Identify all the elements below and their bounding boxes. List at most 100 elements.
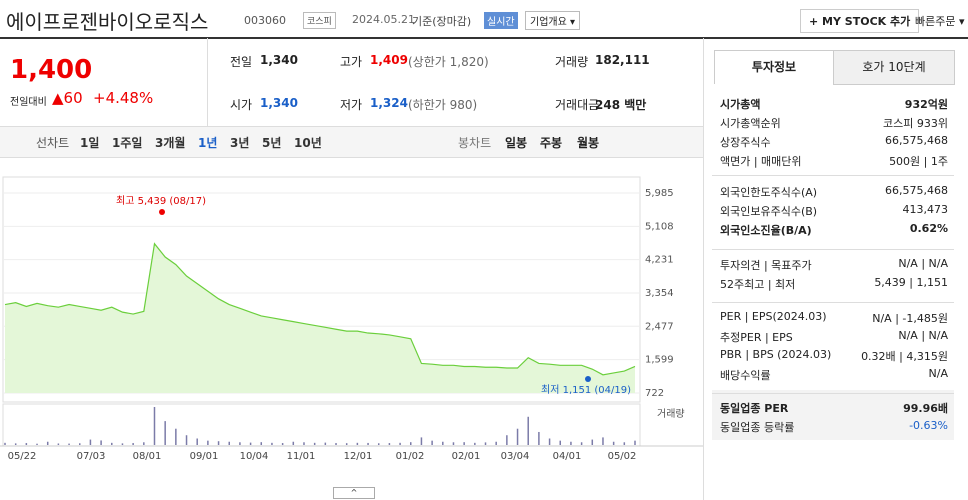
x-tick-label: 07/03 [77, 451, 106, 462]
info-label: PBR | BPS (2024.03) [720, 348, 832, 361]
stat-label: 거래량 [555, 55, 589, 69]
info-label: 배당수익률 [720, 369, 771, 382]
info-value: -0.63% [909, 419, 948, 432]
stat-value: 1,340 [260, 96, 298, 110]
period[interactable]: 10년 [294, 136, 322, 150]
scroll-btn[interactable]: ^ [333, 487, 375, 499]
info-value: 500원 | 1주 [889, 155, 948, 168]
market: 코스피 [303, 12, 336, 29]
info-row: 동일업종 등락률 -0.63% [720, 419, 948, 435]
candle[interactable]: 주봉 [540, 136, 563, 150]
info-label: 52주최고 | 최저 [720, 278, 796, 291]
period[interactable]: 1일 [80, 136, 100, 150]
info-row: 투자의견 | 목표주가 N/A | N/A [720, 257, 948, 273]
low-label: 최저 1,151 (04/19) [541, 384, 631, 396]
stat-value: 248 백만 [595, 98, 647, 112]
candle-chart: 봉차트 [458, 136, 492, 150]
quick[interactable]: 빠른주문 ▾ [915, 15, 965, 28]
x-tick-label: 05/22 [8, 451, 37, 462]
stat-label: 전일 [230, 55, 253, 69]
period[interactable]: 1년 [198, 136, 218, 150]
chart: 5,985 5,108 4,231 3,354 2,477 1,599 722 최고 5,43… [0, 176, 703, 462]
high-dot [159, 209, 165, 215]
info-label: 투자의견 | 목표주가 [720, 259, 812, 272]
info-row: 상장주식수 66,575,468 [720, 134, 948, 150]
divider [0, 37, 968, 39]
x-tick-label: 11/01 [287, 451, 316, 462]
info-label: 시가총액순위 [720, 117, 781, 130]
info-value: N/A | -1,485원 [872, 312, 948, 325]
sep [207, 38, 208, 126]
period[interactable]: 3개월 [155, 136, 186, 150]
stat-value: 1,409 [370, 53, 408, 67]
change: ▲60 [52, 89, 83, 107]
tab[interactable]: 투자정보 [714, 50, 834, 84]
info-label: 액면가 | 매매단위 [720, 155, 802, 168]
period[interactable]: 5년 [262, 136, 282, 150]
period-bar [0, 126, 703, 158]
x-tick-label: 03/04 [501, 451, 530, 462]
row-sep [712, 302, 954, 303]
info-row: 추정PER | EPS N/A | N/A [720, 329, 948, 345]
side [703, 38, 968, 500]
title: 에이프로젠바이오로직스 [6, 10, 209, 34]
rate: +4.48% [93, 89, 154, 107]
info-value: N/A | N/A [898, 257, 948, 270]
row-sep [712, 393, 954, 394]
info-label: 시가총액 [720, 98, 761, 111]
y-tick-label: 4,231 [645, 255, 674, 266]
x-tick-label: 02/01 [452, 451, 481, 462]
stat-value: 1,340 [260, 53, 298, 67]
candle[interactable]: 월봉 [577, 136, 600, 150]
price-line [4, 242, 636, 376]
info-row: 액면가 | 매매단위 500원 | 1주 [720, 153, 948, 169]
info-value: 코스피 933위 [883, 117, 948, 130]
basis: 기준(장마감) [412, 15, 472, 28]
y-tick-label: 5,108 [645, 221, 674, 232]
stat-label: 고가 [340, 55, 363, 69]
plot-border [2, 176, 641, 403]
info-label: 상장주식수 [720, 136, 771, 149]
info-label: PER | EPS(2024.03) [720, 310, 827, 323]
stat-value: 182,111 [595, 53, 650, 67]
info-row: 시가총액 932억원 [720, 96, 948, 112]
x-tick-label: 10/04 [240, 451, 269, 462]
price: 1,400 [10, 55, 93, 85]
volume-box [2, 403, 641, 447]
volume-label: 거래량 [657, 408, 685, 420]
info-value: 932억원 [904, 98, 948, 111]
stat-sub: (하한가 980) [408, 98, 478, 112]
stat-label: 시가 [230, 98, 253, 112]
info-value: 5,439 | 1,151 [874, 276, 948, 289]
row-sep [712, 249, 954, 250]
info-value: 99.96배 [903, 402, 948, 415]
info-label: 추정PER | EPS [720, 331, 793, 344]
mystock[interactable]: + MY STOCK 추가 [800, 9, 920, 33]
info-value: 0.62% [909, 222, 948, 235]
company[interactable]: 기업개요 ▾ [525, 11, 580, 30]
high-label: 최고 5,439 (08/17) [116, 195, 206, 207]
stat-value: 1,324 [370, 96, 408, 110]
x-tick-label: 01/02 [396, 451, 425, 462]
industry-bg [712, 390, 954, 440]
x-tick-label: 04/01 [553, 451, 582, 462]
info-value: 66,575,468 [885, 184, 948, 197]
stat-label: 거래대금 [555, 98, 600, 112]
x-tick-label: 05/02 [608, 451, 637, 462]
realtime[interactable]: 실시간 [484, 12, 518, 29]
info-label: 외국인한도주식수(A) [720, 186, 818, 199]
info-row: PER | EPS(2024.03) N/A | -1,485원 [720, 310, 948, 325]
period[interactable]: 3년 [230, 136, 250, 150]
tab[interactable]: 호가 10단계 [833, 50, 955, 85]
y-tick-label: 2,477 [645, 321, 674, 332]
candle[interactable]: 일봉 [505, 136, 528, 150]
date: 2024.05.21 [352, 13, 415, 26]
period[interactable]: 1주일 [112, 136, 143, 150]
info-label: 외국인보유주식수(B) [720, 205, 818, 218]
info-row: 52주최고 | 최저 5,439 | 1,151 [720, 276, 948, 292]
info-row: 외국인보유주식수(B) 413,473 [720, 203, 948, 219]
info-row: 배당수익률 N/A [720, 367, 948, 383]
y-tick-label: 1,599 [645, 355, 674, 366]
info-row: 동일업종 PER 99.96배 [720, 400, 948, 416]
x-tick-label: 09/01 [190, 451, 219, 462]
